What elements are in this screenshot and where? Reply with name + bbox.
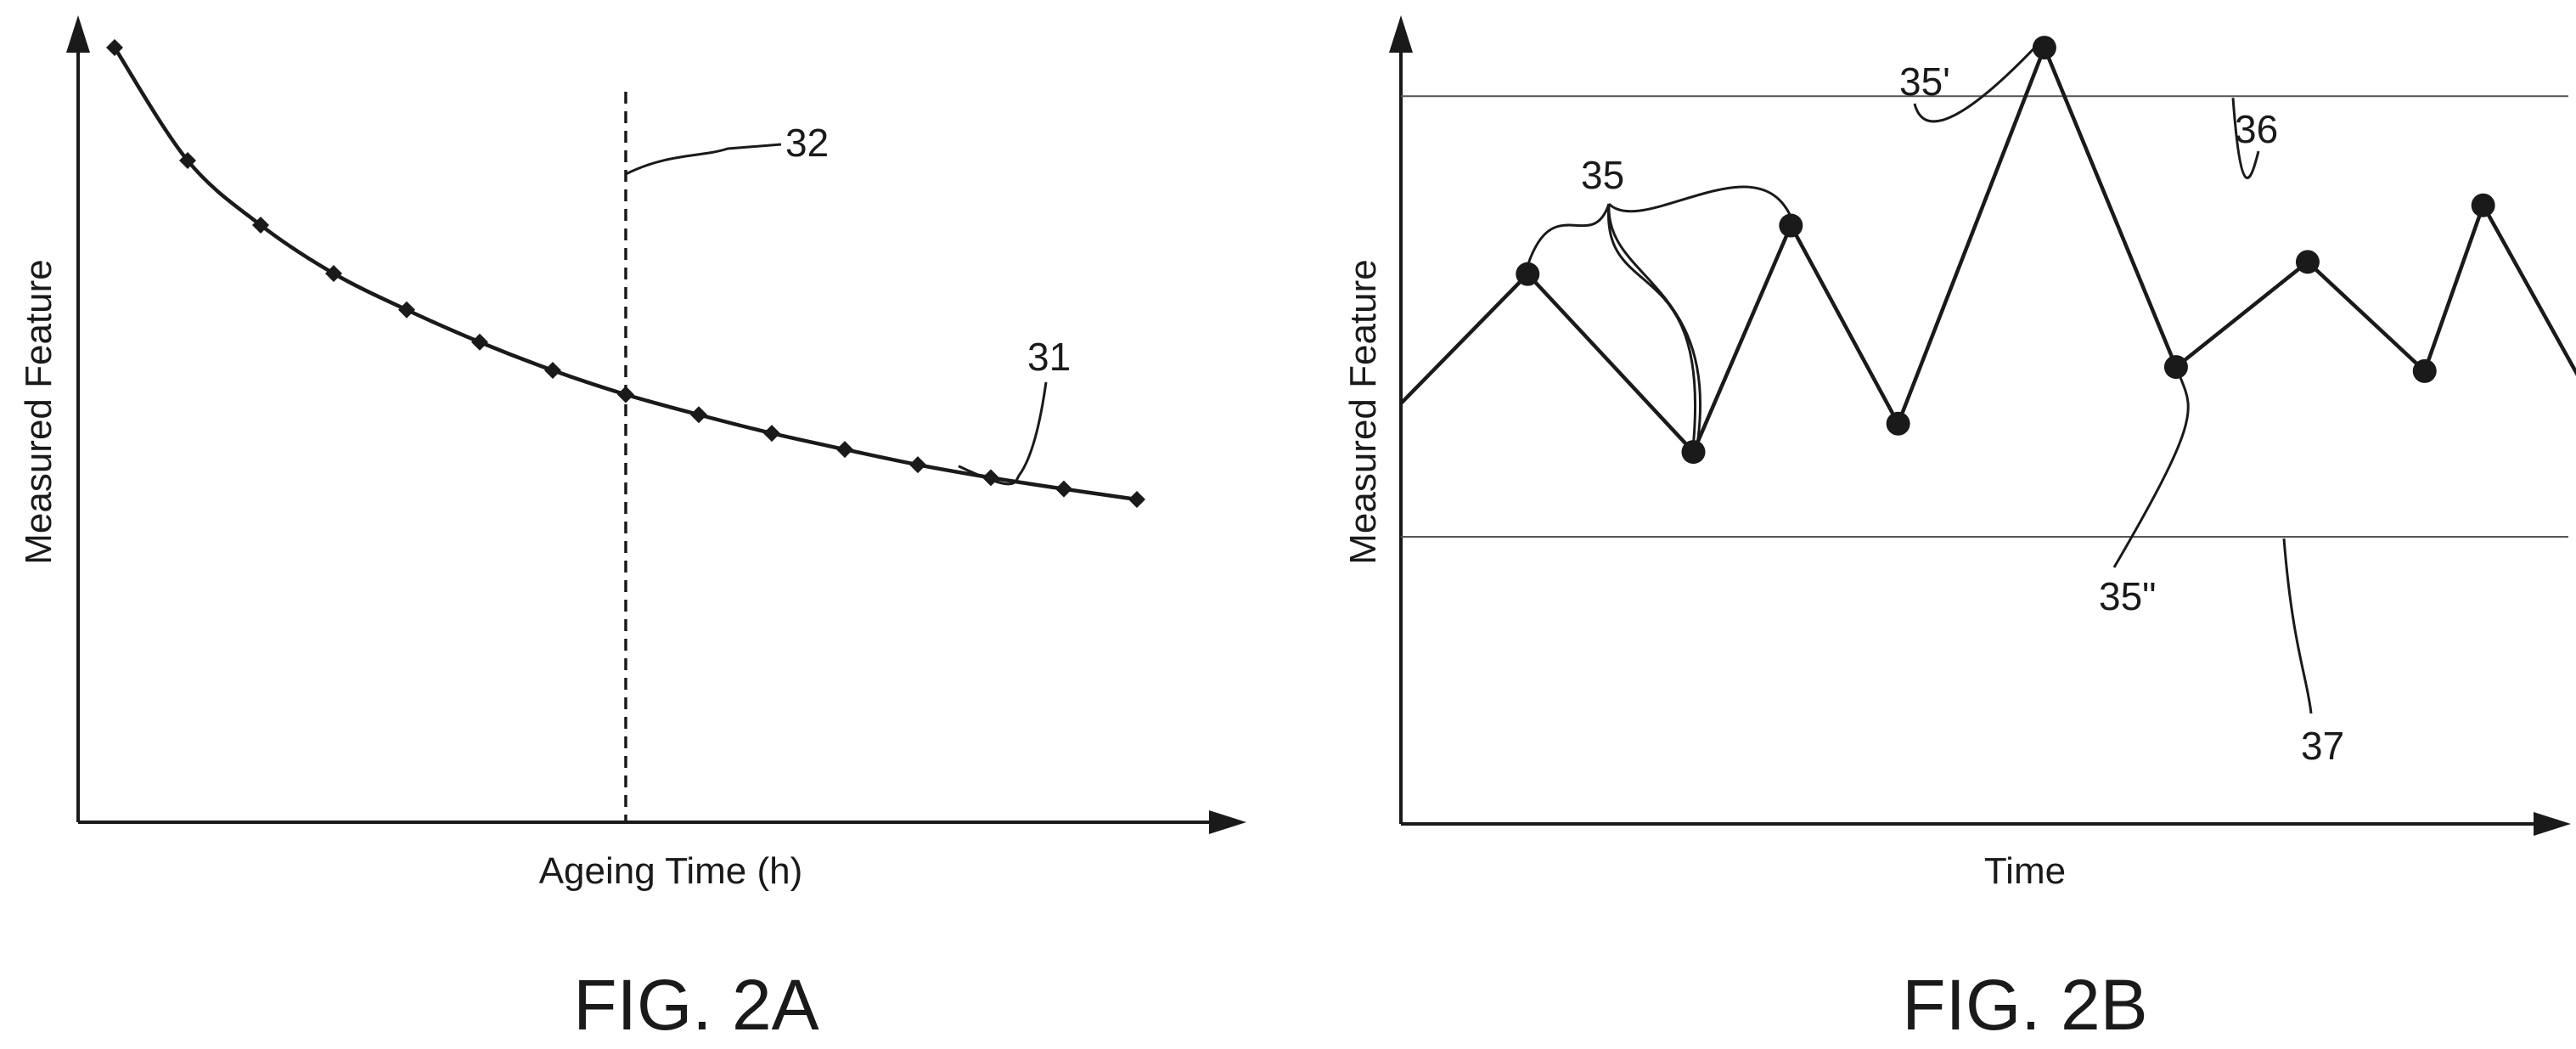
fig-2a-ref-32: 32 — [785, 121, 829, 165]
fig-2a-y-axis-label: Measured Feature — [18, 259, 59, 565]
fig-2b-leader-35-double-prime — [2112, 376, 2190, 568]
fig-2b-data-point-5 — [2032, 36, 2056, 60]
fig-2a-caption: FIG. 2A — [573, 965, 818, 1045]
fig-2a-data-point-4 — [325, 265, 342, 282]
fig-2b-series-line — [1399, 42, 2576, 456]
fig-2a-data-point-1 — [106, 39, 123, 56]
fig-2b-ref-37: 37 — [2301, 724, 2344, 768]
fig-2a-data-point-9 — [690, 406, 707, 424]
fig-2b-data-point-7 — [2295, 250, 2320, 274]
fig-2a-panel: 32 31 Measured Feature Ageing Time (h) F… — [18, 15, 1246, 1045]
fig-2a-x-axis-arrow — [1209, 810, 1246, 834]
fig-2a-data-point-5 — [398, 301, 415, 319]
fig-2b-leaders — [1526, 37, 2313, 714]
fig-2b-ref-36: 36 — [2235, 107, 2278, 151]
fig-2a-data-point-6 — [471, 333, 488, 351]
fig-2b-y-axis-arrow — [1389, 15, 1413, 53]
fig-2a-leader-31 — [958, 381, 1048, 486]
fig-2a-data-point-10 — [763, 425, 780, 443]
fig-2a-data-point-8 — [617, 386, 634, 403]
fig-2a-x-axis-label: Ageing Time (h) — [539, 850, 803, 892]
fig-2b-caption: FIG. 2B — [1902, 965, 2147, 1045]
fig-2b-data-point-4 — [1886, 411, 1910, 436]
fig-2b-ref-35: 35 — [1581, 153, 1624, 197]
fig-2a-y-axis-arrow — [66, 15, 90, 53]
fig-2a-markers — [106, 39, 1145, 508]
fig-2b-y-axis-label: Measured Feature — [1342, 259, 1384, 565]
fig-2a-data-point-11 — [836, 441, 853, 459]
fig-2a-data-point-2 — [179, 152, 196, 169]
fig-2b-data-point-3 — [1779, 213, 1803, 238]
fig-2a-ref-31: 31 — [1027, 335, 1071, 379]
fig-2a-leader-32 — [625, 143, 782, 176]
fig-2b-data-point-2 — [1681, 440, 1706, 465]
fig-2a-data-point-7 — [544, 362, 561, 379]
fig-2b-leader-35-to-point-1 — [1526, 203, 1611, 267]
fig-2b-data-point-9 — [2471, 193, 2495, 217]
fig-2b-x-axis-label: Time — [1984, 850, 2066, 892]
fig-2a-data-point-3 — [252, 217, 269, 234]
fig-2b-ref-35-prime: 35' — [1899, 59, 1950, 104]
fig-2b-markers — [1516, 36, 2495, 465]
fig-2a-data-point-14 — [1055, 480, 1072, 498]
fig-2b-leader-35-bend — [1607, 203, 1702, 443]
fig-2b-panel: 35 35' 35" 36 37 Measured Feature Time F… — [1342, 15, 2576, 1045]
fig-2b-data-point-8 — [2412, 358, 2437, 383]
fig-2b-leader-35-to-point-2 — [1606, 203, 1697, 444]
fig-2b-ref-35-double-prime: 35" — [2099, 574, 2157, 618]
fig-2b-leader-35-prime — [1913, 37, 2045, 123]
fig-2a-data-point-12 — [909, 456, 926, 474]
fig-2b-leader-35-to-point-3 — [1607, 185, 1792, 218]
fig-2b-data-point-1 — [1516, 262, 1540, 286]
fig-2b-x-axis-arrow — [2534, 812, 2571, 836]
fig-2b-leader-37 — [2282, 538, 2313, 714]
fig-2b-data-point-6 — [2163, 355, 2188, 380]
fig-2a-data-point-15 — [1128, 491, 1145, 508]
fig-2b-leader-36 — [2231, 98, 2260, 179]
